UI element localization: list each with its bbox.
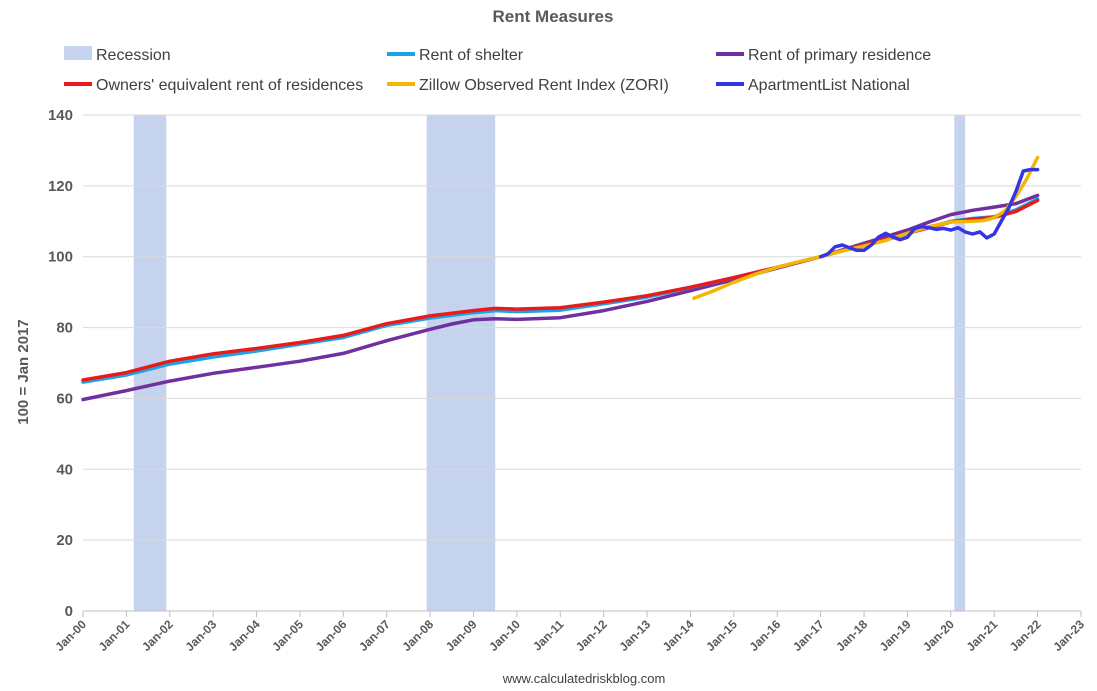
x-tick-label: Jan-23 [1050, 617, 1087, 654]
x-tick-label: Jan-15 [703, 617, 740, 654]
y-tick-label: 20 [56, 532, 73, 549]
x-tick-label: Jan-14 [660, 617, 697, 654]
x-tick-label: Jan-02 [139, 617, 176, 654]
x-tick-label: Jan-17 [790, 617, 827, 654]
legend-label-owners-equivalent-rent-of-residences: Owners' equivalent rent of residences [96, 77, 363, 94]
x-tick-label: Jan-10 [486, 617, 523, 654]
gridlines [83, 114, 1081, 612]
legend-label-zillow-observed-rent-index-zori: Zillow Observed Rent Index (ZORI) [419, 77, 669, 94]
y-tick-label: 40 [56, 461, 73, 478]
y-tick-label: 120 [48, 178, 73, 195]
y-tick-label: 100 [48, 249, 73, 266]
legend-label-recession: Recession [96, 47, 171, 64]
y-axis-label: 100 = Jan 2017 [15, 319, 32, 425]
x-tick-label: Jan-20 [920, 617, 957, 654]
series-line-apartmentlist-national [818, 167, 1040, 259]
x-tick-label: Jan-11 [530, 617, 567, 654]
x-tick-label: Jan-19 [877, 617, 914, 654]
legend-swatch-recession [64, 46, 92, 60]
legend-label-rent-of-primary-residence: Rent of primary residence [748, 47, 931, 64]
y-tick-label: 0 [65, 603, 73, 620]
recession-band-3 [954, 115, 966, 611]
x-tick-label: Jan-09 [443, 617, 480, 654]
chart-title: Rent Measures [493, 7, 614, 26]
x-tick-label: Jan-04 [226, 617, 263, 654]
x-tick-label: Jan-22 [1007, 617, 1044, 654]
x-tick-label: Jan-01 [96, 617, 133, 654]
x-tick-label: Jan-16 [747, 617, 784, 654]
x-tick-label: Jan-07 [356, 617, 393, 654]
recession-bands [133, 115, 966, 611]
recession-band-2 [426, 115, 496, 611]
y-tick-label: 80 [56, 320, 73, 337]
x-tick-label: Jan-08 [399, 617, 436, 654]
x-tick-label: Jan-03 [183, 617, 220, 654]
series-line-rent-of-primary-residence [81, 193, 1040, 402]
x-tick-label: Jan-05 [269, 617, 306, 654]
x-tick-label: Jan-18 [833, 617, 870, 654]
y-tick-label: 60 [56, 390, 73, 407]
series-line-zillow-observed-rent-index-zori [692, 155, 1040, 300]
legend: Recession Rent of shelter Rent of primary … [64, 46, 931, 94]
x-tick-label: Jan-21 [964, 617, 1001, 654]
x-tick-label: Jan-12 [573, 617, 610, 654]
series-line-rent-of-shelter [81, 197, 1040, 384]
legend-label-apartmentlist-national: ApartmentList National [748, 77, 910, 94]
y-tick-label: 140 [48, 107, 73, 124]
x-tick-label: Jan-06 [313, 617, 350, 654]
x-tick-label: Jan-13 [616, 617, 653, 654]
source-label: www.calculatedriskblog.com [502, 671, 666, 686]
legend-label-rent-of-shelter: Rent of shelter [419, 47, 524, 64]
series-lines [81, 155, 1040, 402]
series-line-owners-equivalent-rent-of-residences [81, 198, 1040, 382]
x-tick-label: Jan-00 [52, 617, 89, 654]
